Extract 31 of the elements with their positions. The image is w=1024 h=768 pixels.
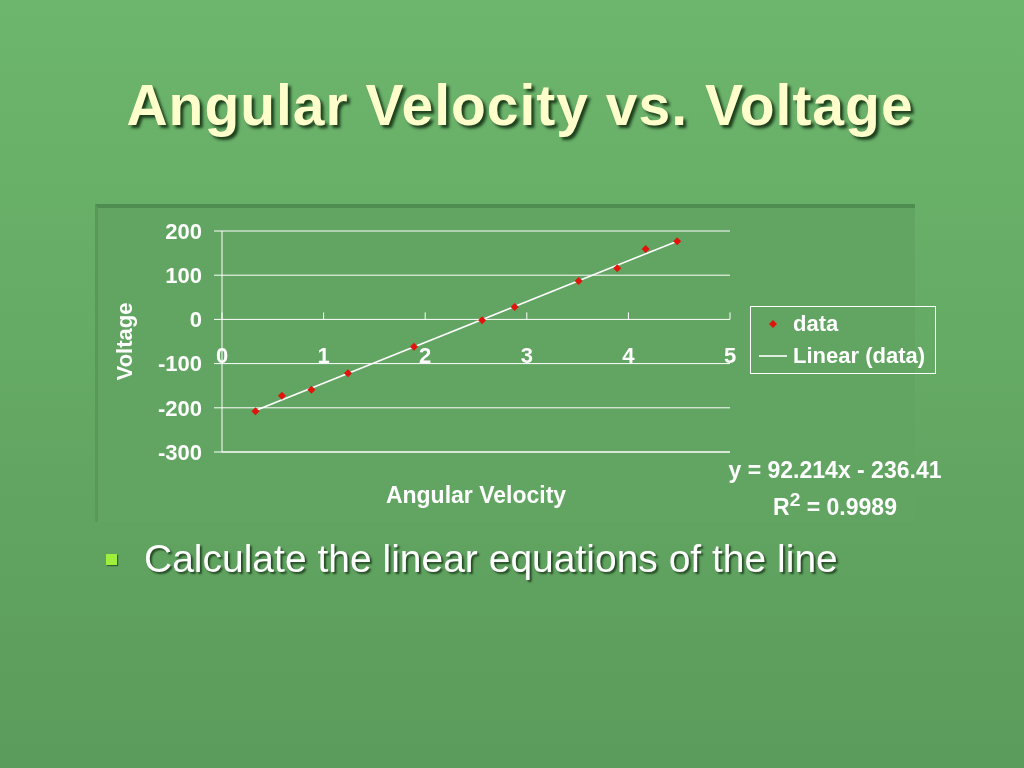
x-tick-label: 5 [723, 343, 737, 369]
x-tick-label: 1 [317, 343, 330, 369]
x-tick-label: 3 [520, 343, 533, 369]
y-tick-label: -300 [157, 439, 202, 465]
point [251, 407, 260, 416]
chart-title: Angular Velocity vs. Voltage [125, 72, 915, 138]
legend-label: data [793, 311, 839, 337]
point [277, 391, 286, 400]
point [343, 369, 352, 378]
text: y = 92.214x - 236.41 [727, 456, 943, 485]
point [307, 385, 316, 394]
y-axis-title: Voltage [111, 302, 137, 381]
y-tick-label: 100 [165, 263, 202, 289]
x-tick-label: 0 [215, 343, 229, 369]
point [613, 264, 622, 273]
x-axis-title: Angular Velocity [385, 482, 567, 508]
y-tick-label: -200 [157, 395, 202, 421]
point [641, 245, 650, 254]
y-tick-label: 200 [165, 218, 202, 244]
x-tick-label: 2 [419, 343, 432, 369]
y-tick-label: 0 [189, 307, 202, 333]
y-tick-label: -100 [157, 351, 202, 377]
point [510, 303, 519, 312]
text: R$^{2}$ = 0.9989 [772, 488, 898, 522]
point [478, 316, 487, 325]
text: Calculate the linear equations of the line [144, 536, 838, 582]
point [410, 342, 419, 351]
legend-label: Linear (data) [793, 343, 926, 369]
x-tick-label: 4 [622, 343, 636, 369]
point [673, 237, 682, 246]
point [574, 276, 583, 285]
